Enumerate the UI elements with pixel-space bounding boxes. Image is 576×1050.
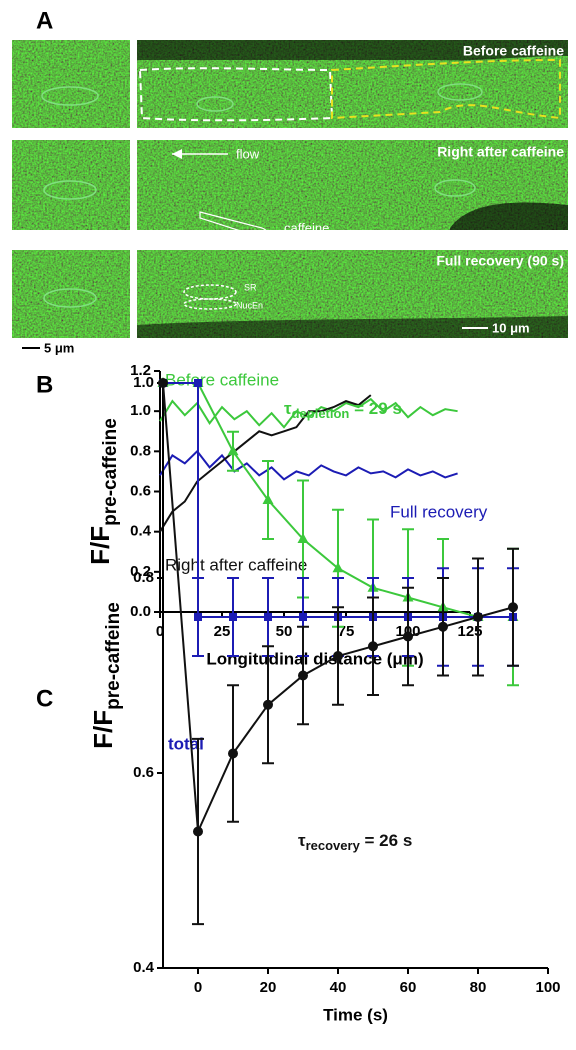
caffeine-pipette [199,211,269,238]
x-tick-label: 40 [330,979,347,996]
arrow-head [172,149,182,159]
y-label-main: F/F [85,526,115,565]
flow-label: flow [236,146,260,161]
tau-value: = 26 s [360,831,412,850]
panel-label: B [36,371,53,398]
x-tick-label: 80 [470,979,487,996]
marker [262,494,274,504]
series-label: τdepletion = 29 s [284,399,402,421]
image-title: Right after caffeine [437,144,564,160]
sr-label: SR [244,282,257,292]
marker [228,748,238,759]
cell-outline [331,58,561,120]
y-axis-label: F/Fpre-caffeine [85,418,121,565]
y-tick-label: 1.0 [130,402,151,419]
marker [332,562,344,573]
tau-symbol: τ [298,831,306,850]
marker [299,613,307,621]
micrographs [12,40,568,349]
cell-outline [138,67,334,122]
marker [194,379,202,387]
x-axis-label: Longitudinal distance (μm) [206,649,423,668]
y-tick-label: 1.0 [133,374,154,391]
marker [227,445,239,456]
y-tick-label: 1.2 [130,362,151,379]
scale-label: 5 μm [44,340,74,355]
series-line [159,397,458,429]
x-tick-label: 100 [535,979,560,996]
marker [508,602,518,613]
tau-value: = 29 s [349,399,401,418]
y-tick-label: 0.4 [133,959,155,976]
series-label: τrecovery = 26 s [298,831,412,853]
y-tick-label: 0.6 [133,764,154,781]
marker [158,378,168,388]
background [137,40,568,61]
y-label-sub: pre-caffeine [100,418,121,526]
nucleus [437,83,483,101]
x-tick-label: 0 [156,623,164,640]
series-label: Before caffeine [165,370,279,389]
tau-subscript: recovery [306,838,361,853]
y-tick-label: 0.8 [130,442,151,459]
y-tick-label: 0.0 [130,603,151,620]
x-axis-label: Time (s) [323,1005,388,1024]
tau-subscript: depletion [292,406,350,421]
marker [193,826,203,837]
tau-symbol: τ [284,399,292,418]
x-tick-label: 0 [194,979,202,996]
marker [403,631,413,642]
panel-label: C [36,685,53,712]
marker [368,641,378,652]
series-label: Right after caffeine [165,555,307,574]
nucleus [43,180,97,200]
y-tick-label: 0.4 [130,523,152,540]
y-tick-label: 0.6 [130,482,151,499]
y-label-sub: pre-caffeine [103,602,124,710]
image-title: Full recovery (90 s) [436,253,564,269]
nucleus [196,96,234,112]
image-texture [12,140,130,230]
y-axis-label: F/Fpre-caffeine [88,602,124,749]
x-tick-label: 50 [276,623,293,640]
x-tick-label: 125 [457,623,482,640]
background [450,202,568,230]
marker [194,613,202,621]
x-tick-label: 60 [400,979,417,996]
series-label: Full recovery [390,502,488,521]
nucen-label: NucEn [236,300,263,310]
x-tick-label: 25 [214,623,231,640]
x-tick-label: 20 [260,979,277,996]
marker [297,533,309,543]
nucleus [41,86,99,106]
series-line [159,449,458,481]
y-tick-label: 0.8 [133,569,154,586]
marker [298,670,308,681]
marker [438,621,448,632]
nucleus [434,179,476,197]
image-texture [12,250,130,338]
y-label-main: F/F [88,710,118,749]
nucleus [43,288,97,308]
scale-label: 10 μm [492,320,530,335]
nucen-region [183,298,237,310]
marker [263,699,273,710]
background [137,316,568,338]
image-title: Before caffeine [463,43,564,59]
caffeine-label: caffeine [284,220,329,235]
x-tick-label: 75 [338,623,355,640]
marker [264,613,272,621]
y-tick-label: 0.2 [130,563,151,580]
series-line [159,394,372,533]
marker [473,612,483,622]
marker [229,613,237,621]
panel-label: A [36,7,53,34]
marker [333,651,343,661]
image-texture [12,40,130,128]
